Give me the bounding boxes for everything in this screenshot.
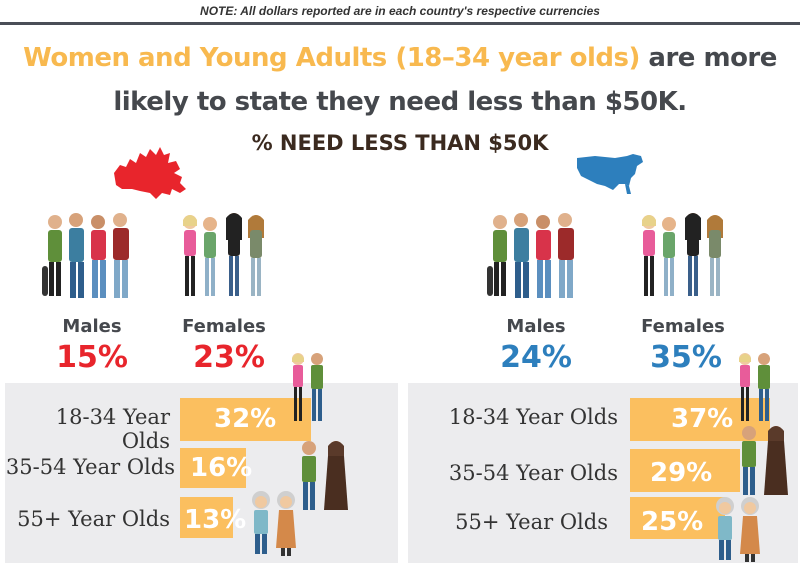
elderly-couple-illustration-usa bbox=[716, 497, 760, 562]
males-group-illustration-usa bbox=[487, 213, 574, 298]
note-divider bbox=[0, 22, 800, 25]
females-group-illustration bbox=[183, 213, 264, 296]
headline: Women and Young Adults (18–34 year olds)… bbox=[0, 36, 800, 124]
usa-bar-55plus bbox=[630, 497, 725, 539]
middle-aged-couple-illustration-usa bbox=[742, 426, 788, 495]
usa-females-percent: 35% bbox=[650, 340, 722, 375]
canada-age-label-55plus: 55+ Year Olds bbox=[17, 507, 170, 531]
headline-rest: are more bbox=[639, 43, 777, 73]
usa-map-icon bbox=[577, 154, 643, 194]
canada-bar-55plus bbox=[180, 497, 233, 538]
females-group-illustration-usa bbox=[642, 213, 723, 296]
middle-aged-couple-illustration bbox=[302, 441, 348, 510]
usa-males-percent: 24% bbox=[500, 340, 572, 375]
canada-bar-18-34 bbox=[180, 398, 311, 441]
canada-bar-value-35-54: 16% bbox=[190, 453, 253, 483]
canada-age-label-18-34: 18-34 Year Olds bbox=[55, 405, 170, 453]
canada-bar-value-18-34: 32% bbox=[214, 404, 277, 434]
chart-subtitle: % NEED LESS THAN $50K bbox=[251, 131, 549, 155]
canada-females-label: Females bbox=[182, 316, 266, 337]
usa-bar-value-55plus: 25% bbox=[641, 507, 704, 537]
usa-age-label-35-54: 35-54 Year Olds bbox=[448, 461, 618, 485]
usa-females-label: Females bbox=[641, 316, 725, 337]
canada-map-icon bbox=[114, 147, 186, 199]
canada-males-percent: 15% bbox=[56, 340, 128, 375]
canada-females-percent: 23% bbox=[193, 340, 265, 375]
usa-males-label: Males bbox=[506, 316, 566, 337]
males-group-illustration bbox=[42, 213, 129, 298]
usa-age-label-55plus: 55+ Year Olds bbox=[455, 510, 608, 534]
elderly-couple-illustration bbox=[252, 491, 296, 556]
usa-bar-35-54 bbox=[630, 449, 740, 492]
young-couple-illustration bbox=[292, 353, 323, 421]
currency-note: NOTE: All dollars reported are in each c… bbox=[200, 4, 600, 18]
headline-line2: likely to state they need less than $50K… bbox=[113, 87, 687, 117]
canada-bar-value-55plus: 13% bbox=[184, 505, 247, 535]
canada-age-label-35-54: 35-54 Year Olds bbox=[5, 455, 175, 479]
headline-highlight: Women and Young Adults (18–34 year olds) bbox=[23, 43, 640, 73]
young-couple-illustration-usa bbox=[739, 353, 770, 421]
canada-bar-35-54 bbox=[180, 448, 246, 488]
usa-age-label-18-34: 18-34 Year Olds bbox=[448, 405, 618, 429]
usa-bar-value-35-54: 29% bbox=[650, 458, 713, 488]
canada-males-label: Males bbox=[62, 316, 122, 337]
usa-bar-value-18-34: 37% bbox=[671, 404, 734, 434]
